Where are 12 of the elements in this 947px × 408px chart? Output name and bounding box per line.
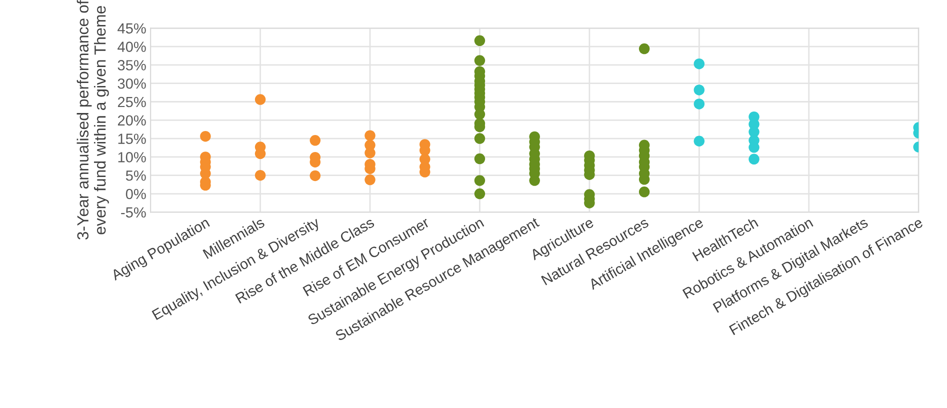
- y-tick-label: 10%: [118, 152, 146, 162]
- y-tick-label: 35%: [118, 60, 146, 70]
- y-tick-label: 5%: [126, 170, 146, 181]
- y-tick-label: -5%: [121, 207, 146, 218]
- y-tick-label: 20%: [118, 115, 146, 126]
- y-tick-label: 0%: [126, 188, 146, 200]
- y-tick-label: 45%: [118, 23, 146, 34]
- y-tick-label: 30%: [118, 78, 146, 89]
- y-tick-label: 25%: [118, 96, 146, 108]
- y-tick-label: 15%: [118, 134, 146, 144]
- y-axis-title: 3-Year annualised performance of every fund within a given Theme: [76, 0, 109, 240]
- y-tick-label: 40%: [118, 42, 146, 52]
